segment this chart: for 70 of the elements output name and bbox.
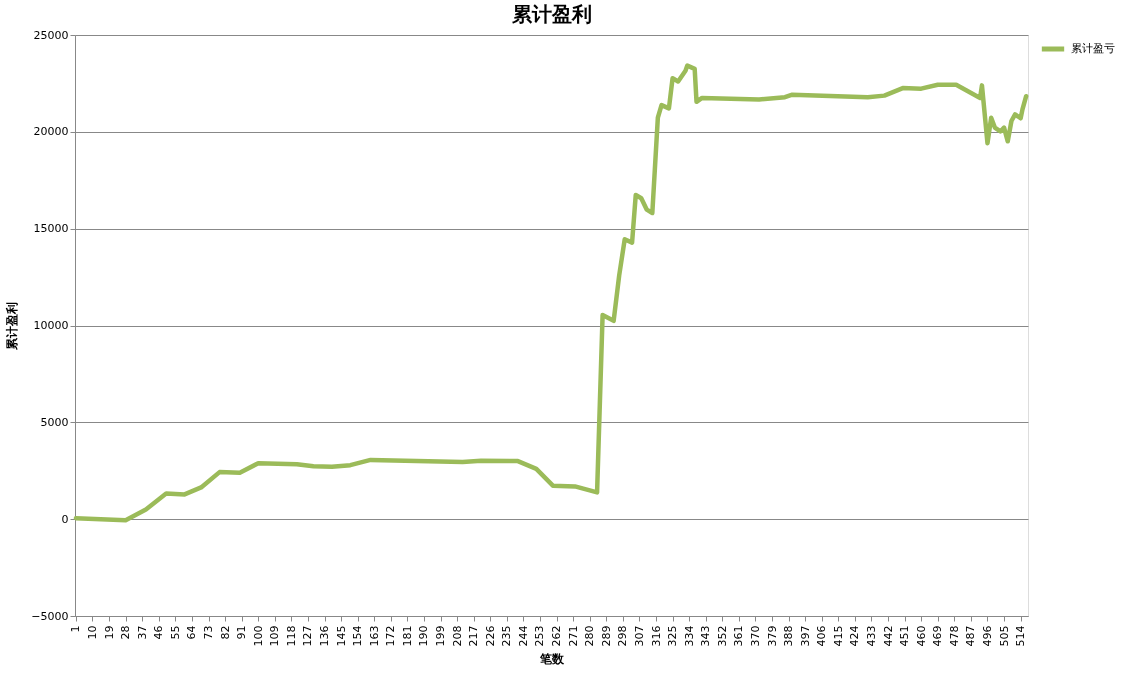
x-tick-label: 208 [450,625,464,647]
x-tick-label: 397 [798,625,812,647]
x-tick-label: 469 [931,625,945,647]
line-series [73,63,1029,523]
x-tick-label: 91 [235,625,249,640]
x-tick-label: 325 [666,625,680,647]
x-tick-label: 235 [500,625,514,647]
x-tick-label: 181 [400,625,414,647]
y-tick-label: −5000 [31,609,69,623]
x-tick-label: 424 [848,625,862,647]
x-tick-label: 145 [334,625,348,647]
x-tick-label: 136 [318,625,332,647]
x-tick-label: 82 [218,625,232,640]
x-tick-label: 361 [732,625,746,647]
y-tick-label: 0 [61,512,69,526]
x-tick-label: 19 [102,625,116,640]
x-tick-label: 514 [1014,625,1028,647]
x-tick-label: 496 [980,625,994,647]
x-tick-label: 379 [765,625,779,647]
x-tick-label: 190 [417,625,431,647]
x-tick-label: 280 [583,625,597,647]
x-tick-label: 478 [947,625,961,647]
x-tick-label: 199 [434,625,448,647]
x-tick-label: 262 [550,625,564,647]
y-tick-label: 15000 [33,222,69,236]
x-tick-label: 487 [964,625,978,647]
chart-title: 累计盈利 [510,2,592,26]
x-tick-label: 352 [715,625,729,647]
x-tick-label: 460 [914,625,928,647]
x-tick-label: 253 [533,625,547,647]
y-tick-label: 25000 [33,28,69,42]
x-tick-label: 343 [699,625,713,647]
x-tick-label: 289 [599,625,613,647]
x-tick-label: 406 [815,625,829,647]
x-tick-label: 451 [898,625,912,647]
x-tick-label: 64 [185,625,199,640]
x-tick-label: 118 [284,625,298,647]
x-tick-label: 307 [632,625,646,647]
x-tick-label: 100 [251,625,265,647]
x-tick-label: 334 [682,625,696,647]
x-tick-label: 37 [135,625,149,640]
x-tick-label: 163 [367,625,381,647]
x-tick-label: 442 [881,625,895,647]
x-tick-label: 1 [69,625,83,633]
x-tick-label: 271 [566,625,580,647]
x-tick-label: 28 [119,625,133,640]
x-tick-label: 316 [649,625,663,647]
x-tick-label: 244 [516,625,530,647]
x-tick-label: 388 [782,625,796,647]
x-tick-label: 370 [748,625,762,647]
x-tick-label: 10 [85,625,99,640]
x-axis-title: 笔数 [539,652,565,667]
x-tick-label: 127 [301,625,315,647]
y-tick-label: 10000 [33,319,69,332]
x-tick-label: 55 [168,625,182,640]
x-tick-label: 172 [384,625,398,647]
x-tick-label: 154 [351,625,365,647]
x-tick-label: 46 [152,625,166,640]
y-tick-label: 5000 [40,415,69,429]
x-tick-label: 505 [997,625,1011,647]
x-tick-label: 217 [467,625,481,647]
x-tick-label: 73 [202,625,216,640]
x-tick-label: 109 [268,625,282,647]
x-tick-label: 298 [616,625,630,647]
x-tick-label: 226 [483,625,497,647]
legend-label: 累计盈亏 [1071,42,1115,55]
x-tick-label: 415 [831,625,845,647]
y-axis-title: 累计盈利 [5,302,20,351]
x-tick-label: 433 [864,625,878,647]
y-tick-label: 20000 [33,125,69,139]
